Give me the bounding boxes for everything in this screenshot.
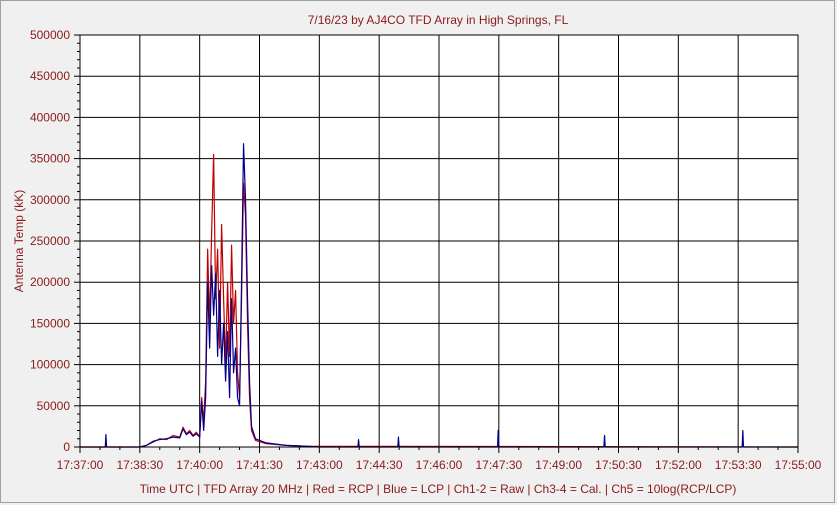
- x-tick-label: 17:38:30: [116, 458, 163, 472]
- series-line-lcp: [80, 143, 798, 448]
- y-tick-label: 350000: [30, 152, 70, 166]
- y-tick-label: 150000: [30, 316, 70, 330]
- x-tick-label: 17:52:00: [655, 458, 702, 472]
- y-tick-label: 400000: [30, 110, 70, 124]
- x-axis: 17:37:00 17:38:30 17:40:00 17:41:30 17:43:00…: [57, 447, 822, 472]
- x-tick-label: 17:44:30: [356, 458, 403, 472]
- y-tick-label: 200000: [30, 275, 70, 289]
- y-tick-label: 250000: [30, 234, 70, 248]
- x-tick-label: 17:50:30: [595, 458, 642, 472]
- x-tick-label: 17:40:00: [176, 458, 223, 472]
- chart-title: 7/16/23 by AJ4CO TFD Array in High Sprin…: [308, 13, 569, 27]
- grid: [79, 34, 799, 448]
- y-tick-label: 450000: [30, 69, 70, 83]
- series-layer: [80, 143, 799, 448]
- y-tick-label: 50000: [37, 399, 71, 413]
- x-tick-label: 17:49:00: [535, 458, 582, 472]
- y-tick-label: 100000: [30, 358, 70, 372]
- y-axis: 0 50000 100000 150000 200000 250000 300000 3500…: [30, 28, 80, 454]
- x-tick-label: 17:41:30: [236, 458, 283, 472]
- x-tick-label: 17:37:00: [57, 458, 104, 472]
- x-tick-label: 17:55:00: [775, 458, 822, 472]
- x-tick-label: 17:46:00: [416, 458, 463, 472]
- y-tick-label: 0: [63, 440, 70, 454]
- y-tick-label: 500000: [30, 28, 70, 42]
- x-axis-label: Time UTC | TFD Array 20 MHz | Red = RCP …: [140, 482, 737, 496]
- x-tick-label: 17:43:00: [296, 458, 343, 472]
- x-tick-label: 17:47:30: [475, 458, 522, 472]
- y-axis-label: Antenna Temp (kK): [12, 190, 26, 293]
- x-tick-label: 17:53:30: [715, 458, 762, 472]
- y-tick-label: 300000: [30, 193, 70, 207]
